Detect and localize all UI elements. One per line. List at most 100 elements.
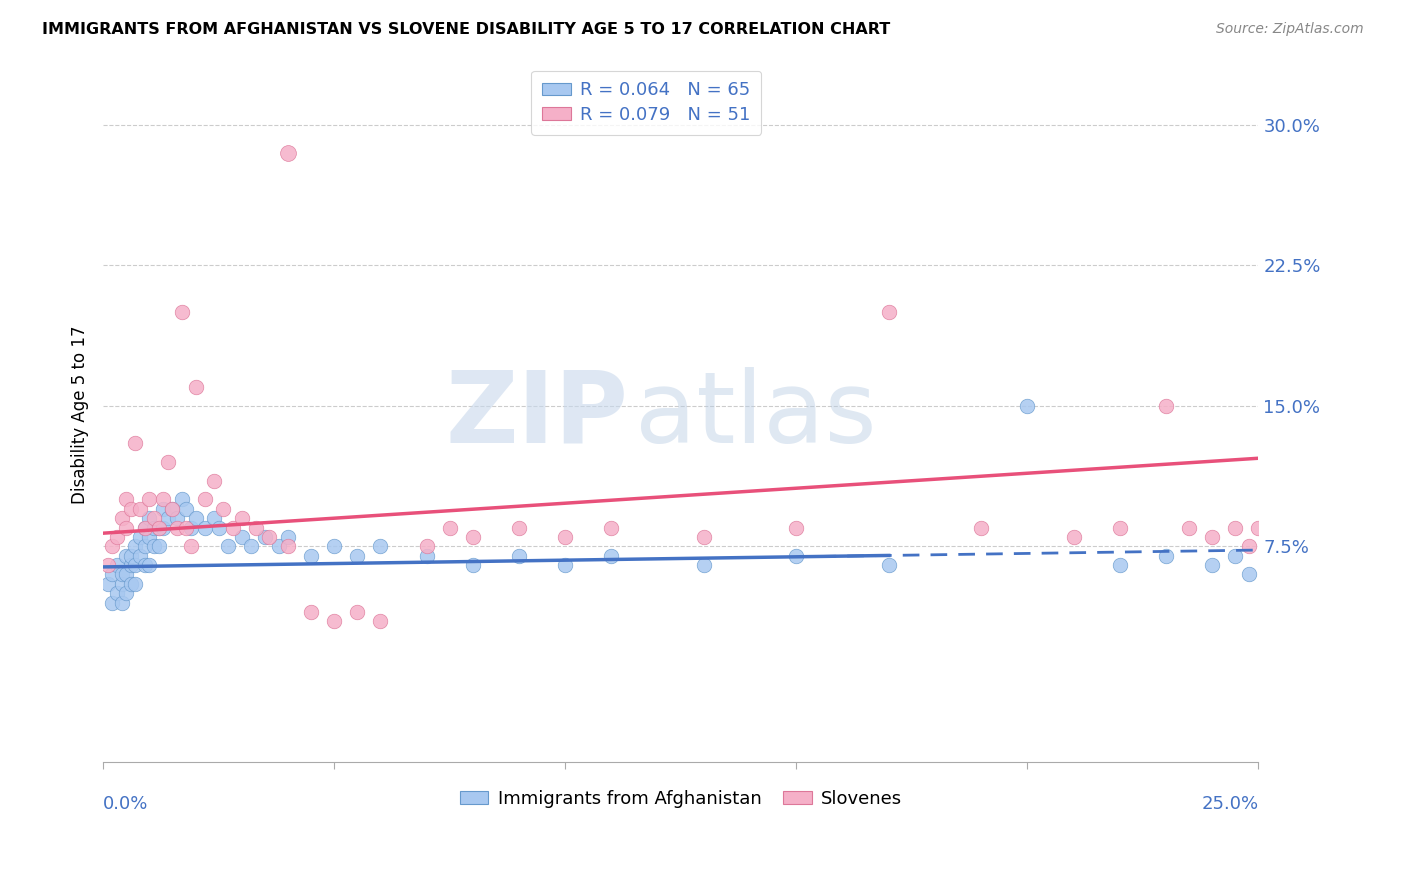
Point <box>152 501 174 516</box>
Point <box>138 492 160 507</box>
Point <box>184 380 207 394</box>
Point <box>1063 530 1085 544</box>
Point <box>110 511 132 525</box>
Point <box>105 530 128 544</box>
Point <box>166 511 188 525</box>
Point <box>148 520 170 534</box>
Point <box>152 492 174 507</box>
Point <box>1201 558 1223 572</box>
Point <box>115 549 138 563</box>
Point <box>138 530 160 544</box>
Point <box>217 539 239 553</box>
Point <box>231 511 253 525</box>
Point <box>120 558 142 572</box>
Point <box>1017 399 1039 413</box>
Point <box>138 511 160 525</box>
Point <box>170 305 193 319</box>
Point <box>124 539 146 553</box>
Point <box>202 474 225 488</box>
Point <box>184 511 207 525</box>
Point <box>259 530 281 544</box>
Point <box>1247 520 1270 534</box>
Point <box>1154 399 1177 413</box>
Point <box>1225 549 1247 563</box>
Point <box>129 530 152 544</box>
Point <box>101 567 124 582</box>
Point <box>101 539 124 553</box>
Point <box>877 558 900 572</box>
Point <box>143 511 166 525</box>
Point <box>231 530 253 544</box>
Point <box>439 520 461 534</box>
Point <box>212 501 235 516</box>
Point <box>156 455 179 469</box>
Point <box>1108 558 1130 572</box>
Point <box>101 595 124 609</box>
Point <box>785 549 807 563</box>
Point <box>143 520 166 534</box>
Point <box>299 605 322 619</box>
Text: 0.0%: 0.0% <box>103 796 149 814</box>
Point <box>115 492 138 507</box>
Point <box>156 511 179 525</box>
Point <box>194 492 217 507</box>
Point <box>346 549 368 563</box>
Point <box>554 558 576 572</box>
Point <box>370 614 392 628</box>
Point <box>148 520 170 534</box>
Y-axis label: Disability Age 5 to 17: Disability Age 5 to 17 <box>72 326 89 504</box>
Point <box>124 436 146 450</box>
Point <box>115 567 138 582</box>
Point <box>129 549 152 563</box>
Point <box>202 511 225 525</box>
Point <box>1201 530 1223 544</box>
Point <box>176 520 198 534</box>
Point <box>134 558 156 572</box>
Point <box>152 520 174 534</box>
Point <box>323 614 346 628</box>
Point <box>221 520 243 534</box>
Point <box>1178 520 1201 534</box>
Point <box>1237 567 1260 582</box>
Point <box>208 520 231 534</box>
Point <box>124 576 146 591</box>
Point <box>1237 539 1260 553</box>
Point <box>115 586 138 600</box>
Point <box>115 520 138 534</box>
Point <box>110 576 132 591</box>
Point <box>277 530 299 544</box>
Point <box>110 595 132 609</box>
Point <box>138 558 160 572</box>
Point <box>105 586 128 600</box>
Text: IMMIGRANTS FROM AFGHANISTAN VS SLOVENE DISABILITY AGE 5 TO 17 CORRELATION CHART: IMMIGRANTS FROM AFGHANISTAN VS SLOVENE D… <box>42 22 890 37</box>
Text: 25.0%: 25.0% <box>1201 796 1258 814</box>
Point <box>134 520 156 534</box>
Point <box>693 558 716 572</box>
Point <box>97 576 120 591</box>
Point <box>370 539 392 553</box>
Point <box>134 539 156 553</box>
Point <box>240 539 263 553</box>
Point <box>166 520 188 534</box>
Legend: Immigrants from Afghanistan, Slovenes: Immigrants from Afghanistan, Slovenes <box>453 782 910 815</box>
Point <box>277 145 299 160</box>
Point <box>180 520 202 534</box>
Point <box>162 501 184 516</box>
Point <box>461 530 484 544</box>
Point <box>461 558 484 572</box>
Point <box>508 520 530 534</box>
Point <box>415 549 437 563</box>
Point <box>148 539 170 553</box>
Point <box>693 530 716 544</box>
Point <box>323 539 346 553</box>
Point <box>508 549 530 563</box>
Text: Source: ZipAtlas.com: Source: ZipAtlas.com <box>1216 22 1364 37</box>
Point <box>1108 520 1130 534</box>
Point <box>877 305 900 319</box>
Text: atlas: atlas <box>634 367 876 464</box>
Point <box>253 530 276 544</box>
Point <box>170 492 193 507</box>
Point <box>143 539 166 553</box>
Point <box>785 520 807 534</box>
Point <box>134 520 156 534</box>
